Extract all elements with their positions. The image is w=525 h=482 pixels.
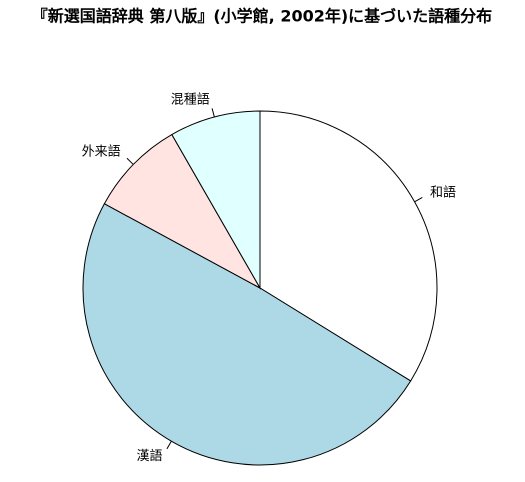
label-leader	[211, 108, 215, 118]
chart-title: 『新選国語辞典 第八版』(小学館, 2002年)に基づいた語種分布	[32, 7, 492, 26]
slice-label: 混種語	[171, 91, 210, 107]
pie-slice	[82, 203, 412, 466]
slice-label: 漢語	[136, 448, 162, 464]
pie-slice	[171, 110, 261, 290]
label-leader	[166, 440, 172, 450]
pie-slice	[103, 133, 262, 290]
slice-label: 和語	[430, 185, 456, 201]
label-leader	[414, 197, 423, 203]
slice-label: 外来語	[82, 144, 121, 160]
label-leader	[126, 157, 134, 165]
